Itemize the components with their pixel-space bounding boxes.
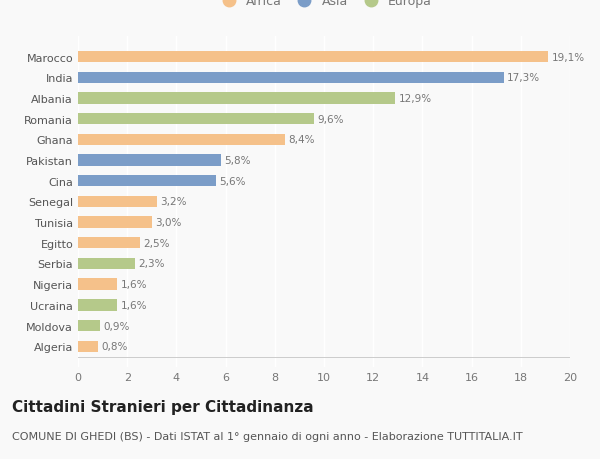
Text: 1,6%: 1,6% [121,300,148,310]
Bar [78,52,548,63]
Bar [78,73,503,84]
Text: 12,9%: 12,9% [399,94,432,104]
Bar [78,258,134,269]
Bar [78,93,395,104]
Bar [78,155,221,166]
Text: 0,8%: 0,8% [101,341,128,352]
Text: 3,0%: 3,0% [155,218,182,228]
Text: 9,6%: 9,6% [318,114,344,124]
Bar [78,176,216,187]
Text: 2,5%: 2,5% [143,238,170,248]
Text: 19,1%: 19,1% [551,52,584,62]
Text: 3,2%: 3,2% [160,197,187,207]
Text: COMUNE DI GHEDI (BS) - Dati ISTAT al 1° gennaio di ogni anno - Elaborazione TUTT: COMUNE DI GHEDI (BS) - Dati ISTAT al 1° … [12,431,523,442]
Bar [78,217,152,228]
Text: 17,3%: 17,3% [507,73,541,83]
Text: 8,4%: 8,4% [289,135,315,145]
Text: Cittadini Stranieri per Cittadinanza: Cittadini Stranieri per Cittadinanza [12,399,314,414]
Text: 5,6%: 5,6% [220,176,246,186]
Bar [78,134,284,146]
Bar [78,300,118,311]
Bar [78,341,98,352]
Bar [78,114,314,125]
Bar [78,238,139,249]
Bar [78,320,100,331]
Text: 0,9%: 0,9% [104,321,130,331]
Text: 2,3%: 2,3% [138,259,165,269]
Text: 1,6%: 1,6% [121,280,148,290]
Bar [78,279,118,290]
Legend: Africa, Asia, Europa: Africa, Asia, Europa [211,0,437,13]
Bar [78,196,157,207]
Text: 5,8%: 5,8% [224,156,251,166]
